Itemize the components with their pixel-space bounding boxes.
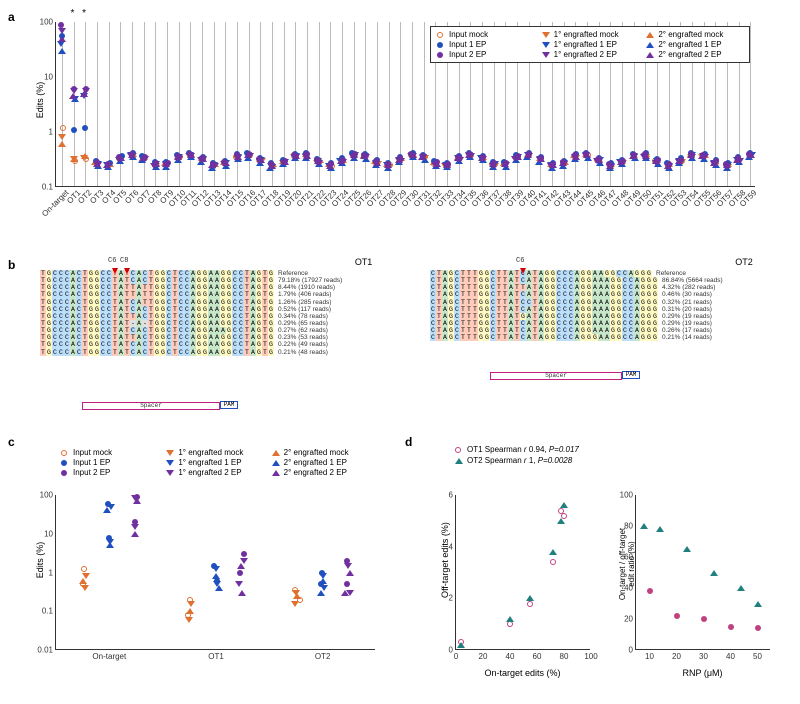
panel-a-label: a: [8, 10, 15, 24]
panel-b-label: b: [8, 258, 15, 272]
panel-c-chart: 0.010.1110100On-targetOT1OT2: [55, 495, 375, 650]
panel-d-legend: OT1 Spearman r 0.94, P=0.017OT2 Spearman…: [455, 445, 579, 467]
panel-d-left-xlabel: On-target edits (%): [455, 668, 590, 678]
panel-d-right-chart: 0204060801001020304050: [635, 495, 770, 650]
ot2-sequence-table: C6OT2CTAGCTTTGGCTTATCATAGGCCCAGGAAGGCCAG…: [430, 270, 723, 341]
panel-c-ylabel: Edits (%): [35, 530, 45, 590]
panel-c-legend: Input mock1° engrafted mock2° engrafted …: [55, 445, 375, 480]
panel-c-label: c: [8, 435, 15, 449]
ot1-sequence-table: C6C8OT1TGCCCACTGGCCTATCACTGGCTCCAGGAAGGC…: [40, 270, 342, 356]
panel-d-right-xlabel: RNP (μM): [635, 668, 770, 678]
panel-a-ylabel: Edits (%): [35, 70, 45, 130]
panel-d-right-ylabel: On-target / off-targetedit ratio (%): [618, 509, 636, 619]
panel-d-label: d: [405, 435, 412, 449]
panel-d-left-chart: 0246020406080100: [455, 495, 590, 650]
panel-a-legend: Input mock1° engrafted mock2° engrafted …: [430, 26, 750, 63]
panel-d-left-ylabel: Off-target edits (%): [440, 515, 450, 605]
